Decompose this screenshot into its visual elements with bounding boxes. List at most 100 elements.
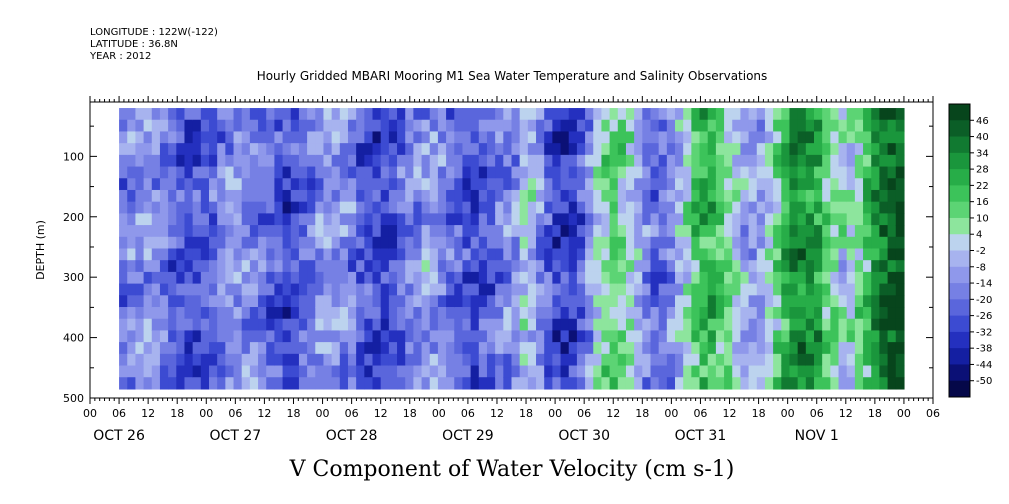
heatmap-cell bbox=[282, 178, 292, 191]
heatmap-cell bbox=[797, 189, 807, 203]
heatmap-cell bbox=[675, 342, 684, 355]
heatmap-cell bbox=[192, 318, 202, 332]
heatmap-cell bbox=[437, 295, 447, 308]
x-tick-label: 18 bbox=[519, 407, 533, 420]
heatmap-cell bbox=[609, 154, 619, 168]
heatmap-cell bbox=[634, 295, 643, 308]
heatmap-cell bbox=[519, 248, 529, 261]
heatmap-cell bbox=[511, 225, 521, 238]
heatmap-cell bbox=[192, 365, 202, 378]
heatmap-cell bbox=[536, 353, 545, 367]
heatmap-cell bbox=[168, 307, 177, 320]
heatmap-cell bbox=[413, 166, 423, 179]
colorbar-swatch bbox=[949, 185, 970, 203]
heatmap-cell bbox=[331, 201, 341, 214]
heatmap-cell bbox=[691, 260, 701, 273]
heatmap-cell bbox=[601, 318, 611, 332]
heatmap-cell bbox=[773, 154, 782, 168]
heatmap-cell bbox=[854, 225, 864, 238]
heatmap-cell bbox=[258, 295, 267, 308]
day-label: OCT 30 bbox=[558, 428, 610, 444]
heatmap-cell bbox=[241, 108, 251, 121]
heatmap-cell bbox=[568, 283, 578, 296]
heatmap-cell bbox=[151, 131, 161, 144]
heatmap-cell bbox=[421, 330, 431, 343]
heatmap-cell bbox=[675, 271, 684, 285]
heatmap-cell bbox=[372, 201, 382, 214]
heatmap-cell bbox=[568, 189, 578, 203]
heatmap-cell bbox=[650, 377, 660, 390]
heatmap-cell bbox=[298, 236, 308, 250]
heatmap-cell bbox=[887, 260, 897, 273]
heatmap-cell bbox=[192, 236, 202, 250]
heatmap-cell bbox=[527, 131, 537, 144]
longitude-label: LONGITUDE : 122W(-122) bbox=[90, 27, 218, 38]
heatmap-cell bbox=[298, 108, 308, 121]
heatmap-cell bbox=[315, 143, 325, 156]
heatmap-cell bbox=[462, 283, 472, 296]
heatmap-cell bbox=[323, 330, 333, 343]
heatmap-cell bbox=[429, 295, 439, 308]
heatmap-cell bbox=[192, 143, 202, 156]
heatmap-cell bbox=[609, 260, 619, 273]
heatmap-cell bbox=[200, 271, 210, 285]
heatmap-cell bbox=[339, 318, 349, 332]
heatmap-cell bbox=[462, 166, 472, 179]
heatmap-cell bbox=[699, 108, 709, 121]
heatmap-cell bbox=[470, 225, 480, 238]
heatmap-cell bbox=[789, 236, 799, 250]
heatmap-cell bbox=[789, 178, 799, 191]
heatmap-cell bbox=[617, 189, 627, 203]
heatmap-cell bbox=[764, 236, 774, 250]
heatmap-cell bbox=[258, 236, 267, 250]
heatmap-cell bbox=[364, 166, 374, 179]
heatmap-cell bbox=[642, 236, 652, 250]
heatmap-cell bbox=[773, 377, 782, 390]
heatmap-cell bbox=[454, 189, 464, 203]
heatmap-cell bbox=[576, 377, 586, 390]
heatmap-cell bbox=[495, 307, 504, 320]
heatmap-cell bbox=[135, 283, 145, 296]
heatmap-cell bbox=[462, 330, 472, 343]
heatmap-cell bbox=[151, 248, 161, 261]
heatmap-cell bbox=[871, 260, 881, 273]
heatmap-cell bbox=[168, 189, 177, 203]
heatmap-cell bbox=[552, 213, 562, 226]
heatmap-cell bbox=[405, 307, 414, 320]
heatmap-cell bbox=[830, 236, 840, 250]
heatmap-cell bbox=[143, 307, 153, 320]
heatmap-cell bbox=[552, 318, 562, 332]
heatmap-cell bbox=[854, 143, 864, 156]
heatmap-cell bbox=[413, 213, 423, 226]
heatmap-cell bbox=[503, 330, 513, 343]
heatmap-cell bbox=[159, 213, 169, 226]
heatmap-cell bbox=[225, 353, 235, 367]
heatmap-cell bbox=[748, 131, 758, 144]
heatmap-cell bbox=[805, 213, 815, 226]
heatmap-cell bbox=[486, 131, 496, 144]
heatmap-cell bbox=[642, 248, 652, 261]
heatmap-cell bbox=[503, 353, 513, 367]
heatmap-cell bbox=[495, 178, 504, 191]
x-tick-label: 06 bbox=[228, 407, 242, 420]
x-tick-label: 06 bbox=[926, 407, 940, 420]
heatmap-cell bbox=[364, 178, 374, 191]
heatmap-cell bbox=[470, 119, 480, 133]
heatmap-cell bbox=[536, 260, 545, 273]
heatmap-cell bbox=[773, 201, 782, 214]
heatmap-cell bbox=[495, 318, 504, 332]
heatmap-cell bbox=[527, 236, 537, 250]
heatmap-cell bbox=[421, 248, 431, 261]
heatmap-cell bbox=[568, 248, 578, 261]
heatmap-cell bbox=[675, 189, 684, 203]
heatmap-cell bbox=[356, 108, 365, 121]
heatmap-cell bbox=[429, 225, 439, 238]
heatmap-cell bbox=[740, 248, 750, 261]
heatmap-cell bbox=[429, 260, 439, 273]
heatmap-cell bbox=[805, 154, 815, 168]
heatmap-cell bbox=[119, 201, 128, 214]
heatmap-cell bbox=[258, 365, 267, 378]
heatmap-cell bbox=[830, 318, 840, 332]
heatmap-cell bbox=[437, 178, 447, 191]
heatmap-cell bbox=[650, 154, 660, 168]
